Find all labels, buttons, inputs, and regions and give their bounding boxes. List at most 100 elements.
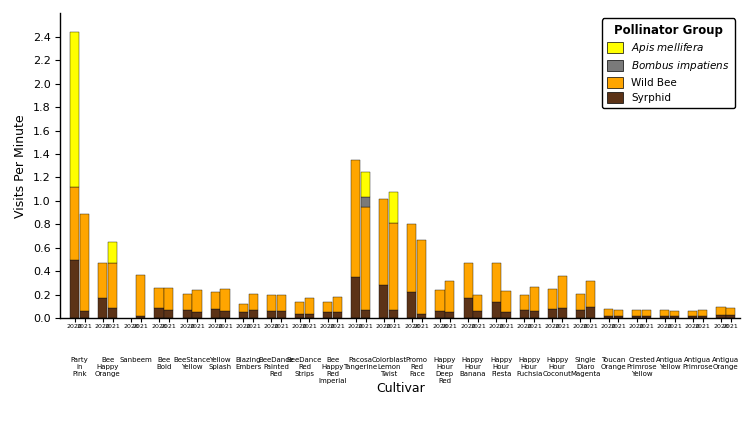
Bar [155,288,164,308]
Bar [267,311,276,318]
Bar [239,312,248,318]
Y-axis label: Visits Per Minute: Visits Per Minute [14,114,27,217]
Bar [576,310,585,318]
Bar [379,198,388,286]
Bar [323,302,332,312]
Text: Single
Diaro
Magenta: Single Diaro Magenta [570,357,600,377]
Bar [389,310,398,318]
Bar [98,298,107,318]
Text: Yellow
Splash: Yellow Splash [208,357,232,370]
Bar [70,259,79,318]
Bar [136,316,146,318]
Bar [220,289,230,311]
Bar [436,290,445,311]
Bar [183,293,192,310]
Bar [586,281,595,306]
Bar [267,295,276,311]
Bar [108,242,117,263]
Bar [501,291,510,312]
Text: Happy
Hour
Deep
Red: Happy Hour Deep Red [433,357,456,384]
Bar [389,223,398,310]
Bar [361,198,370,207]
Bar [418,313,427,318]
Text: Antigua
Primrose: Antigua Primrose [683,357,713,370]
Bar [632,316,641,318]
Bar [108,263,117,308]
Bar [333,312,342,318]
Bar [361,171,370,198]
Bar [586,306,595,318]
Bar [492,302,501,318]
Bar [689,316,698,318]
Bar [361,310,370,318]
Bar [136,275,146,316]
Bar [445,312,455,318]
Bar [660,310,670,316]
Text: Happy
Hour
Banana: Happy Hour Banana [460,357,486,377]
Bar [548,289,557,309]
Bar [183,310,192,318]
Bar [408,293,417,318]
Bar [351,160,360,277]
Legend: $\it{Apis\ mellifera}$, $\it{Bombus\ impatiens}$, Wild Bee, Syrphid: $\it{Apis\ mellifera}$, $\it{Bombus\ imp… [602,19,735,108]
Bar [614,310,623,316]
Bar [726,308,735,315]
Bar [632,310,641,316]
Bar [642,316,651,318]
Bar [473,295,482,311]
Bar [642,310,651,316]
Text: Colorblast
Lemon
Twist: Colorblast Lemon Twist [371,357,406,377]
Text: Toucan
Orange: Toucan Orange [601,357,627,370]
Bar [558,276,567,308]
Bar [165,310,174,318]
Text: Happy
Hour
Coconut: Happy Hour Coconut [543,357,572,377]
Text: Sanbeem: Sanbeem [119,357,153,363]
Bar [604,316,613,318]
Text: Bee
Happy
Orange: Bee Happy Orange [95,357,121,377]
Text: Blazing
Embers: Blazing Embers [235,357,261,370]
Bar [108,308,117,318]
Text: BeeDance
Painted
Red: BeeDance Painted Red [259,357,294,377]
Text: Promo
Red
Face: Promo Red Face [405,357,428,377]
X-axis label: Cultivar: Cultivar [376,381,424,395]
Text: Bee
Happy
Red
Imperial: Bee Happy Red Imperial [319,357,347,384]
Bar [351,277,360,318]
Bar [604,309,613,316]
Bar [614,316,623,318]
Bar [576,293,585,310]
Text: Happy
Hour
Fuchsia: Happy Hour Fuchsia [516,357,542,377]
Bar [98,263,107,298]
Text: Pacosa
Tangerine: Pacosa Tangerine [344,357,378,370]
Bar [211,309,220,318]
Bar [276,295,286,311]
Bar [295,313,304,318]
Bar [519,295,528,310]
Bar [295,302,304,313]
Bar [155,308,164,318]
Bar [408,225,417,293]
Bar [305,298,314,313]
Bar [698,316,707,318]
Bar [165,288,174,310]
Bar [726,315,735,318]
Bar [239,304,248,312]
Bar [418,240,427,313]
Bar [670,311,680,316]
Bar [361,207,370,310]
Bar [305,313,314,318]
Bar [473,311,482,318]
Text: Antigua
Yellow: Antigua Yellow [656,357,683,370]
Bar [464,298,473,318]
Bar [529,286,538,311]
Text: Bee
Bold: Bee Bold [156,357,171,370]
Bar [660,316,670,318]
Bar [548,309,557,318]
Bar [445,281,455,312]
Bar [436,311,445,318]
Bar [501,312,510,318]
Bar [698,310,707,316]
Bar [379,286,388,318]
Text: BeeDance
Red
Strips: BeeDance Red Strips [287,357,322,377]
Bar [464,263,473,298]
Bar [389,191,398,223]
